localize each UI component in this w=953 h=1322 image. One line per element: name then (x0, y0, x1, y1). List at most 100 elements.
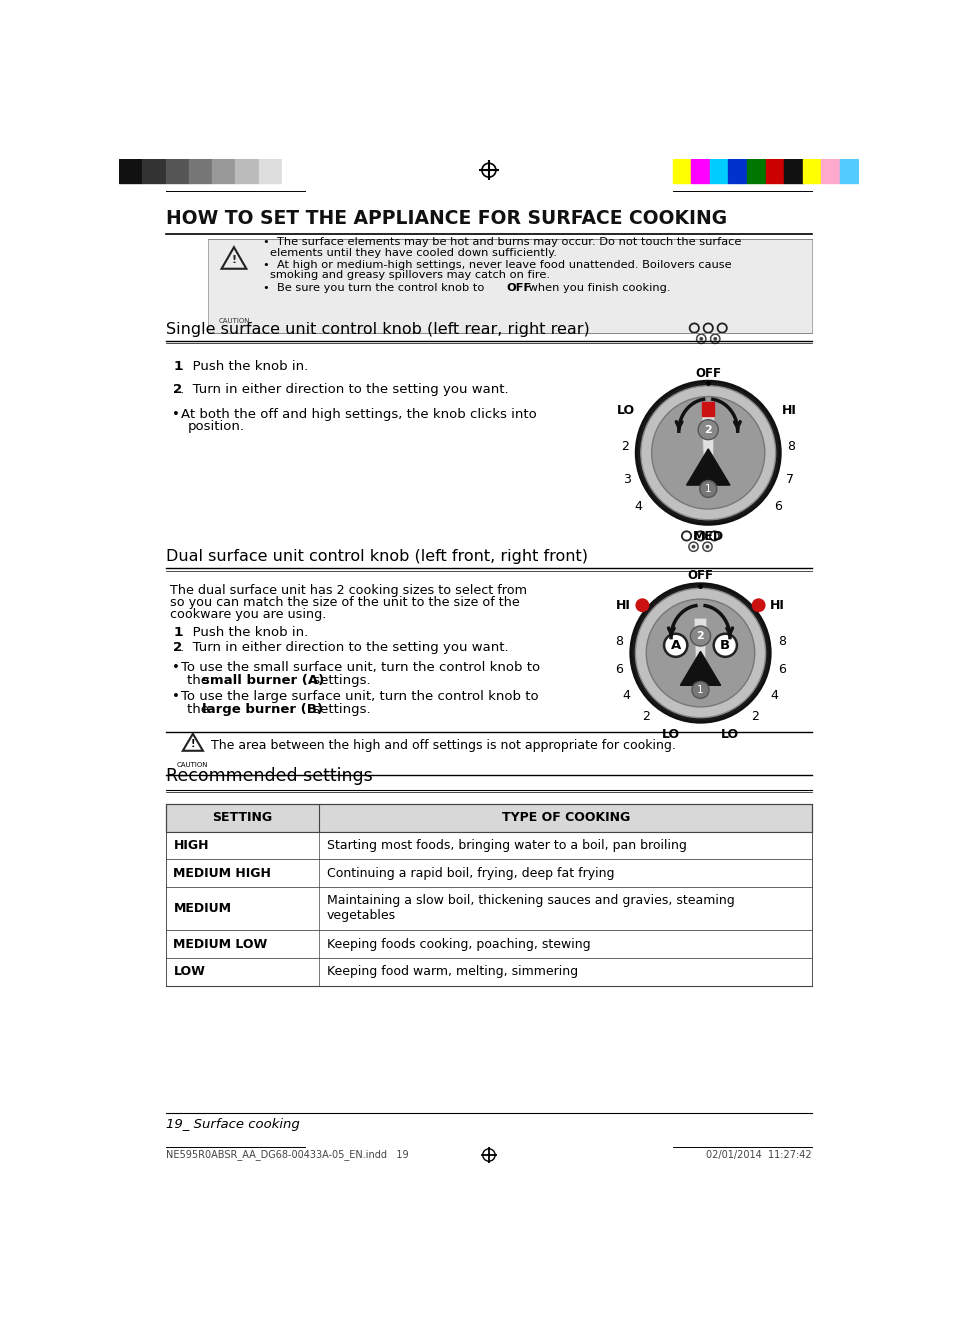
Text: .  Turn in either direction to the setting you want.: . Turn in either direction to the settin… (179, 383, 508, 397)
Bar (258, 159, 282, 184)
Text: Keeping food warm, melting, simmering: Keeping food warm, melting, simmering (327, 965, 578, 978)
Text: 4: 4 (634, 500, 641, 513)
Bar (802, 159, 821, 184)
Text: The dual surface unit has 2 cooking sizes to select from: The dual surface unit has 2 cooking size… (170, 584, 526, 596)
Bar (701, 402, 714, 416)
Circle shape (751, 599, 765, 612)
Text: position.: position. (187, 420, 244, 434)
Text: 8: 8 (778, 635, 785, 648)
Text: small burner (A): small burner (A) (202, 674, 324, 686)
Text: the: the (187, 703, 213, 717)
Text: HIGH: HIGH (173, 839, 209, 851)
Bar (728, 159, 746, 184)
Text: B: B (720, 639, 730, 652)
Bar (166, 159, 189, 184)
Text: smoking and greasy spillovers may catch on fire.: smoking and greasy spillovers may catch … (270, 270, 550, 280)
Bar (166, 859, 811, 887)
Text: 1: 1 (704, 484, 711, 494)
Bar (166, 958, 811, 986)
Circle shape (698, 419, 718, 440)
Text: when you finish cooking.: when you finish cooking. (524, 283, 669, 293)
Text: HI: HI (769, 599, 784, 612)
Text: 2: 2 (173, 383, 182, 397)
Circle shape (663, 633, 686, 657)
Text: SETTING: SETTING (213, 812, 273, 824)
Text: Continuing a rapid boil, frying, deep fat frying: Continuing a rapid boil, frying, deep fa… (327, 867, 614, 879)
Text: .  Push the knob in.: . Push the knob in. (179, 361, 308, 373)
Circle shape (691, 545, 695, 549)
Text: LO: LO (720, 727, 739, 740)
Circle shape (699, 337, 702, 341)
Bar (709, 159, 728, 184)
Text: •  The surface elements may be hot and burns may occur. Do not touch the surface: • The surface elements may be hot and bu… (262, 237, 740, 247)
Text: MEDIUM: MEDIUM (173, 902, 232, 915)
Text: CAUTION: CAUTION (177, 763, 209, 768)
Text: A: A (670, 639, 680, 652)
Bar (840, 159, 858, 184)
Text: 2: 2 (620, 440, 629, 453)
Bar (783, 159, 802, 184)
Text: large burner (B): large burner (B) (202, 703, 323, 717)
Bar (208, 239, 811, 333)
Text: OFF: OFF (687, 570, 713, 582)
Text: Dual surface unit control knob (left front, right front): Dual surface unit control knob (left fro… (166, 550, 587, 564)
Text: elements until they have cooled down sufficiently.: elements until they have cooled down suf… (270, 249, 557, 258)
Circle shape (635, 588, 765, 718)
Polygon shape (701, 414, 714, 468)
Text: .  Turn in either direction to the setting you want.: . Turn in either direction to the settin… (179, 641, 508, 654)
Text: 2: 2 (750, 710, 758, 723)
Text: 7: 7 (785, 473, 793, 486)
Text: !: ! (191, 739, 195, 748)
Circle shape (699, 480, 716, 497)
Text: HI: HI (781, 405, 796, 416)
Circle shape (690, 627, 710, 646)
Polygon shape (679, 652, 720, 685)
Text: 3: 3 (622, 473, 630, 486)
Bar (142, 159, 166, 184)
Text: 6: 6 (778, 664, 785, 677)
Text: !: ! (232, 255, 236, 266)
Bar (212, 159, 235, 184)
Text: settings.: settings. (309, 703, 371, 717)
Bar (765, 159, 783, 184)
Text: .  Push the knob in.: . Push the knob in. (179, 627, 308, 639)
Text: Keeping foods cooking, poaching, stewing: Keeping foods cooking, poaching, stewing (327, 937, 590, 951)
Text: 2: 2 (641, 710, 649, 723)
Bar (691, 159, 709, 184)
Text: At both the off and high settings, the knob clicks into: At both the off and high settings, the k… (181, 408, 537, 422)
Text: •: • (172, 661, 179, 674)
Bar (235, 159, 258, 184)
Text: cookware you are using.: cookware you are using. (170, 608, 326, 621)
Text: 2: 2 (173, 641, 182, 654)
Text: the: the (187, 674, 213, 686)
Bar (672, 159, 691, 184)
Text: 2: 2 (696, 631, 703, 641)
Text: •: • (172, 408, 179, 422)
Text: so you can match the size of the unit to the size of the: so you can match the size of the unit to… (170, 596, 518, 609)
Bar (282, 159, 305, 184)
Text: OFF: OFF (505, 283, 531, 293)
Polygon shape (686, 449, 729, 485)
Text: 19_ Surface cooking: 19_ Surface cooking (166, 1118, 299, 1132)
Text: 8: 8 (786, 440, 795, 453)
Text: 2: 2 (703, 424, 711, 435)
Circle shape (630, 584, 769, 722)
Circle shape (705, 545, 709, 549)
Text: •: • (172, 690, 179, 703)
Text: 6: 6 (615, 664, 622, 677)
Text: •  At high or medium-high settings, never leave food unattended. Boilovers cause: • At high or medium-high settings, never… (262, 259, 731, 270)
Circle shape (713, 633, 736, 657)
Circle shape (636, 381, 780, 525)
Text: HOW TO SET THE APPLIANCE FOR SURFACE COOKING: HOW TO SET THE APPLIANCE FOR SURFACE COO… (166, 209, 726, 227)
Text: LOW: LOW (173, 965, 205, 978)
Text: OFF: OFF (695, 366, 720, 379)
Text: MED: MED (692, 530, 723, 543)
Text: 6: 6 (773, 500, 781, 513)
Circle shape (635, 599, 649, 612)
Circle shape (713, 337, 717, 341)
Text: 4: 4 (622, 689, 630, 702)
Polygon shape (694, 619, 706, 666)
Text: HI: HI (616, 599, 630, 612)
Bar (746, 159, 765, 184)
Bar (166, 832, 811, 859)
